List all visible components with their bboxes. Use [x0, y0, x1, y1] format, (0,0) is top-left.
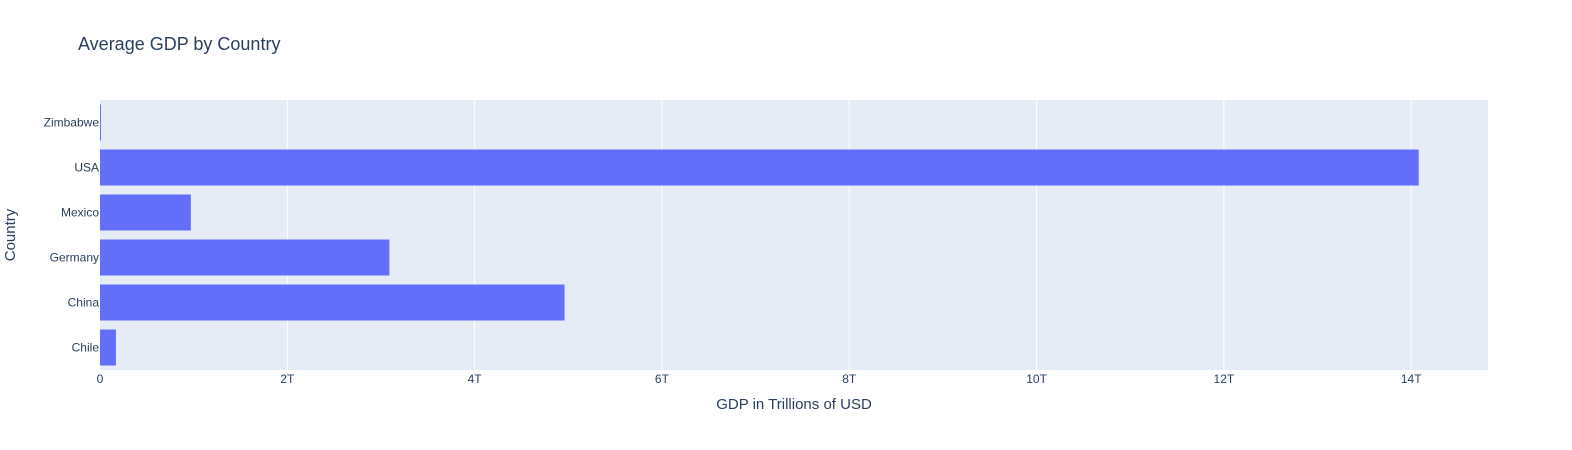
bar-chile — [100, 329, 116, 366]
y-tick-label: Germany — [50, 251, 99, 265]
x-tick-label: 10T — [1026, 372, 1047, 386]
y-tick-label: Mexico — [61, 206, 99, 220]
x-tick-label: 12T — [1214, 372, 1235, 386]
chart-title: Average GDP by Country — [78, 34, 280, 54]
plot-area — [100, 100, 1488, 370]
bar-zimbabwe — [100, 104, 101, 141]
y-tick-label: Chile — [72, 341, 100, 355]
x-tick-label: 8T — [842, 372, 857, 386]
y-axis-ticks: Chile China Germany Mexico USA Zimbabwe — [44, 116, 100, 355]
bar-mexico — [100, 194, 191, 231]
gridlines — [286, 100, 1412, 370]
y-axis-title: Country — [2, 208, 19, 261]
y-tick-label: Zimbabwe — [44, 116, 100, 130]
y-tick-label: USA — [74, 161, 99, 175]
x-axis-title: GDP in Trillions of USD — [716, 396, 872, 413]
bars — [100, 104, 1419, 366]
x-axis-ticks: 0 2T 4T 6T 8T 10T 12T 14T — [97, 372, 1423, 386]
x-tick-label: 2T — [280, 372, 295, 386]
x-tick-label: 0 — [97, 372, 104, 386]
bar-germany — [100, 239, 390, 276]
x-tick-label: 6T — [655, 372, 670, 386]
x-tick-label: 4T — [468, 372, 483, 386]
x-tick-label: 14T — [1401, 372, 1422, 386]
bar-china — [100, 284, 565, 321]
y-tick-label: China — [68, 296, 100, 310]
bar-usa — [100, 149, 1419, 186]
